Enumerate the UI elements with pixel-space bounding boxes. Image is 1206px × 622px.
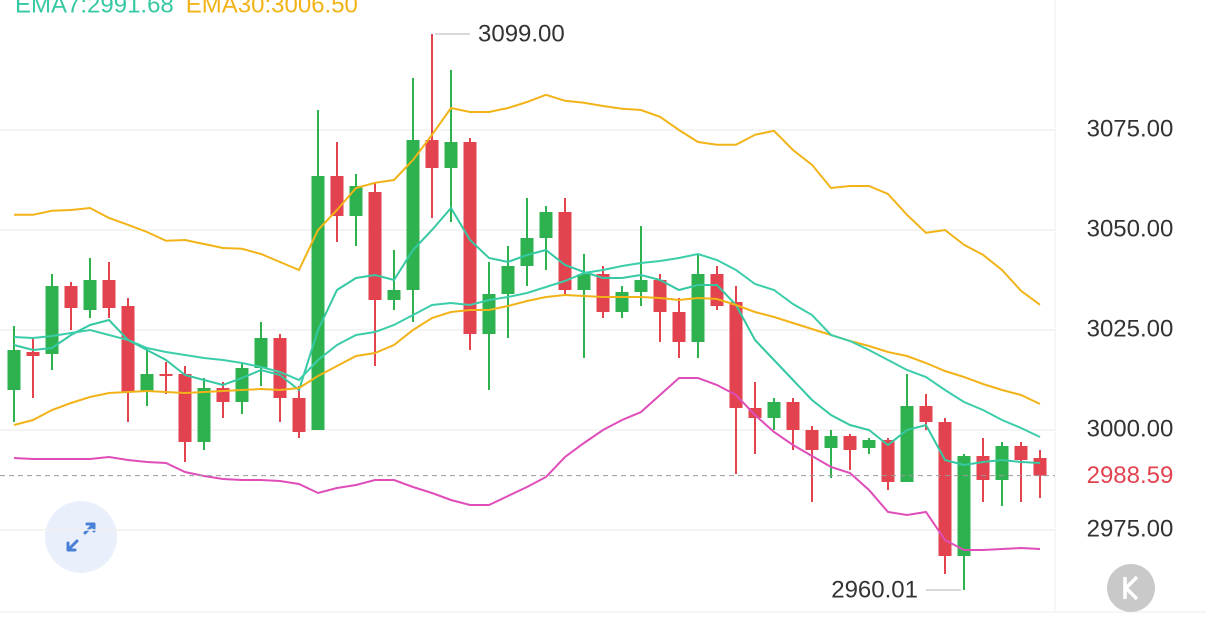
- candle-body: [121, 306, 135, 392]
- y-tick-label: 3075.00: [1087, 115, 1174, 142]
- candle-body: [463, 142, 477, 334]
- expand-button[interactable]: [45, 501, 117, 573]
- k-button[interactable]: [1107, 564, 1155, 612]
- candle-body: [653, 280, 667, 312]
- candle-body: [7, 350, 21, 390]
- candle-body: [425, 140, 439, 168]
- candle-body: [748, 408, 762, 418]
- candle-body: [691, 274, 705, 342]
- candle-body: [235, 368, 249, 402]
- y-tick-label: 3025.00: [1087, 315, 1174, 342]
- plot: 3075.00 3050.00 3025.00 3000.00 2975.00 3099.…: [0, 0, 1173, 603]
- k-icon[interactable]: [1123, 575, 1139, 601]
- candle-body: [976, 456, 990, 480]
- candle-body: [862, 440, 876, 448]
- candle-body: [938, 422, 952, 556]
- candle-body: [615, 292, 629, 312]
- y-tick-label: 3000.00: [1087, 415, 1174, 442]
- candle-body: [102, 280, 116, 308]
- candle-body: [197, 388, 211, 442]
- candle-body: [558, 212, 572, 290]
- candle-body: [1014, 446, 1028, 460]
- candle-body: [273, 338, 287, 398]
- candle-body: [501, 266, 515, 294]
- candle-body: [83, 280, 97, 310]
- indicator-line: [13, 206, 1041, 467]
- candle-body: [482, 294, 496, 334]
- y-tick-label: 2975.00: [1087, 515, 1174, 542]
- low-label: 2960.01: [831, 576, 918, 603]
- indicator-line: [13, 377, 1041, 551]
- k-button-bg[interactable]: [1107, 564, 1155, 612]
- candle-body: [957, 456, 971, 556]
- candle-body: [64, 286, 78, 308]
- indicator-line: [13, 293, 1041, 426]
- candle-body: [577, 274, 591, 290]
- candle-body: [311, 176, 325, 430]
- candle-body: [349, 186, 363, 216]
- candle-body: [406, 140, 420, 290]
- candle-body: [140, 374, 154, 392]
- candle-body: [178, 374, 192, 442]
- candle-body: [767, 402, 781, 418]
- candle-body: [786, 402, 800, 430]
- candle-body: [729, 302, 743, 408]
- indicator-line: [14, 93, 1041, 306]
- candle-body: [672, 312, 686, 342]
- candle-body: [254, 338, 268, 368]
- candle-body: [919, 406, 933, 422]
- candle-body: [900, 406, 914, 482]
- candle-body: [995, 446, 1009, 480]
- candle-body: [881, 440, 895, 482]
- legend-entry: EMA30:3006.50: [186, 0, 358, 18]
- candle-body: [444, 142, 458, 168]
- high-label: 3099.00: [478, 20, 565, 47]
- candle-body: [805, 430, 819, 450]
- candle-body: [387, 290, 401, 300]
- candle-body: [596, 274, 610, 312]
- candle-body: [159, 374, 173, 376]
- candle-body: [26, 352, 40, 356]
- candle-body: [539, 212, 553, 238]
- y-tick-label: 3050.00: [1087, 215, 1174, 242]
- candle-body: [1033, 458, 1047, 476]
- candle-body: [634, 280, 648, 292]
- candle-body: [843, 436, 857, 450]
- candle-body: [368, 192, 382, 300]
- expand-icon[interactable]: [66, 522, 96, 552]
- indicator-line: [13, 252, 1041, 438]
- legend-entry: EMA7:2991.68: [15, 0, 174, 18]
- candle-body: [292, 398, 306, 432]
- candle-body: [824, 436, 838, 448]
- last-price-label: 2988.59: [1087, 462, 1174, 489]
- expand-button-bg[interactable]: [45, 501, 117, 573]
- candle-body: [520, 238, 534, 266]
